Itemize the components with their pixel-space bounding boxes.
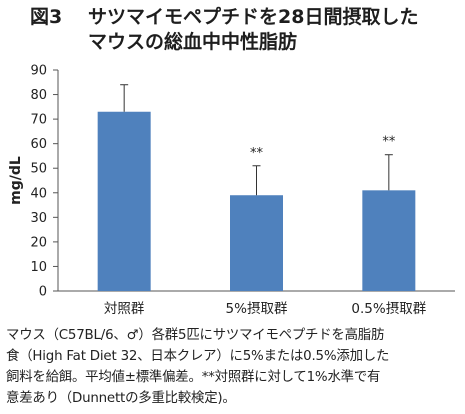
x-category-label: 5%摂取群: [226, 301, 288, 317]
significance-marker: **: [250, 146, 264, 161]
bar: [362, 190, 416, 291]
figure-caption: マウス（C57BL/6、♂）各群5匹にサツマイモペプチドを高脂肪 食（High …: [6, 325, 461, 409]
y-tick-label: 40: [30, 186, 47, 201]
bar: [97, 111, 151, 291]
y-tick-label: 80: [30, 88, 47, 103]
y-axis-label: mg/dL: [8, 156, 24, 205]
y-tick-label: 60: [30, 137, 47, 152]
title-line-2: マウスの総血中中性脂肪: [88, 31, 298, 53]
significance-marker: **: [382, 135, 396, 150]
x-category-label: 対照群: [104, 301, 145, 317]
y-tick-label: 30: [30, 211, 47, 226]
caption-line-2: 食（High Fat Diet 32、日本クレア）に5%または0.5%添加した: [6, 349, 390, 364]
y-tick-label: 10: [30, 260, 47, 275]
caption-line-4: 意差あり（Dunnettの多重比較検定)。: [6, 391, 236, 406]
caption-line-3: 飼料を給餌。平均値±標準偏差。**対照群に対して1%水準で有: [6, 370, 381, 385]
figure-label: 図3: [30, 6, 63, 28]
bar: [230, 195, 283, 291]
title-line-1: サツマイモペプチドを28日間摂取した: [88, 6, 419, 28]
y-tick-label: 90: [30, 64, 47, 79]
x-category-label: 0.5%摂取群: [351, 301, 426, 317]
y-tick-label: 20: [30, 235, 47, 250]
y-tick-label: 70: [30, 113, 47, 128]
y-tick-label: 50: [30, 162, 47, 177]
caption-line-1: マウス（C57BL/6、♂）各群5匹にサツマイモペプチドを高脂肪: [6, 328, 385, 343]
y-tick-label: 0: [39, 285, 47, 300]
figure-title: 図3 サツマイモペプチドを28日間摂取した マウスの総血中中性脂肪: [30, 5, 460, 55]
bar-chart: 0 10 20 30 40 50 60 70 80 90 mg/dL 対照群 ** 5%摂取群 ** 0.5%…: [8, 64, 455, 317]
